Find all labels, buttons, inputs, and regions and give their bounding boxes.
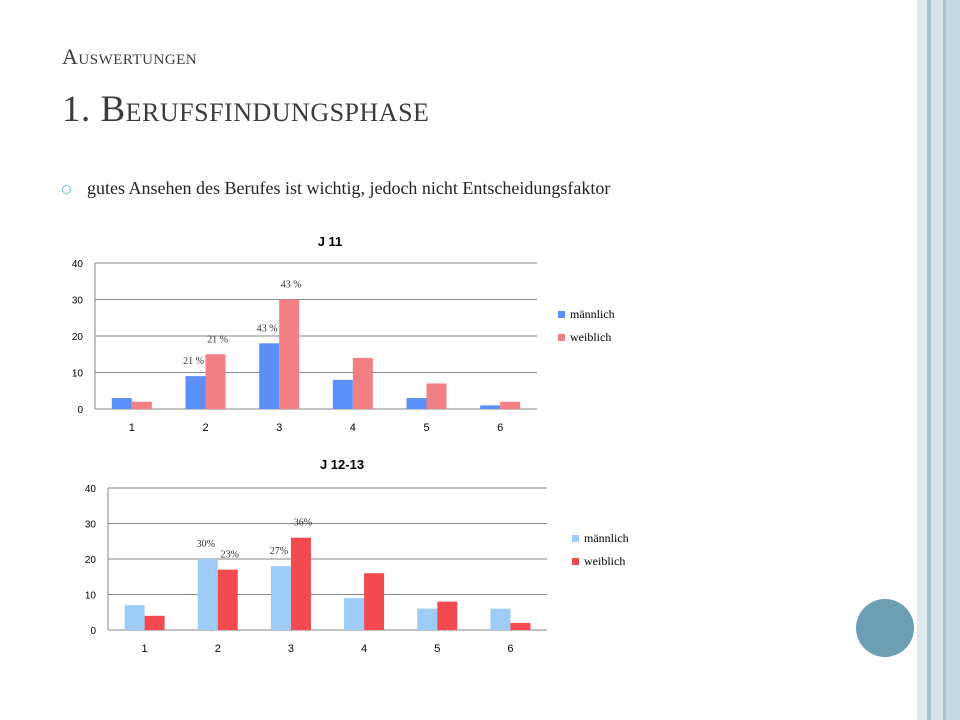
bullet-ring-icon xyxy=(62,185,71,194)
slide-subtitle: Auswertungen xyxy=(62,44,198,69)
j11-bar-maennlich-5 xyxy=(406,398,427,409)
j1213-xtick-label: 5 xyxy=(434,643,440,655)
j1213-data-label: 23% xyxy=(221,550,239,561)
j11-bar-weiblich-5 xyxy=(426,383,447,409)
j11-data-label: 21 % xyxy=(183,356,204,367)
j1213-xtick-label: 2 xyxy=(215,643,221,655)
j11-data-label: 43 % xyxy=(281,280,302,291)
j1213-data-label: 30% xyxy=(197,539,215,550)
j11-ytick-label: 40 xyxy=(72,259,84,270)
j1213-legend-label: männlich xyxy=(584,531,629,545)
j1213-bar-weiblich-2 xyxy=(217,569,238,630)
decor-band-3 xyxy=(931,0,943,720)
j11-bar-maennlich-6 xyxy=(480,405,501,409)
j11-xtick-label: 6 xyxy=(497,422,503,434)
j11-xtick-label: 3 xyxy=(276,422,282,434)
j11-ytick-label: 30 xyxy=(72,296,84,307)
j11-ytick-label: 10 xyxy=(72,369,84,380)
j11-data-label: 43 % xyxy=(257,323,278,334)
j11-xtick-label: 2 xyxy=(202,422,208,434)
j1213-ytick-label: 40 xyxy=(85,484,97,495)
j1213-legend-swatch xyxy=(572,558,579,565)
j1213-bar-weiblich-1 xyxy=(144,615,165,630)
j1213-xtick-label: 3 xyxy=(288,643,294,655)
j11-bar-maennlich-2 xyxy=(185,376,206,409)
j11-bar-weiblich-4 xyxy=(352,357,373,409)
decor-band-2 xyxy=(927,0,931,720)
j11-xtick-label: 4 xyxy=(350,422,356,434)
decor-band-4 xyxy=(943,0,946,720)
j1213-data-label: 27% xyxy=(270,546,288,557)
j11-xtick-label: 5 xyxy=(423,422,429,434)
j11-bar-weiblich-6 xyxy=(500,401,521,409)
j11-legend-label: weiblich xyxy=(570,330,611,344)
j11-bar-maennlich-4 xyxy=(332,379,353,409)
decor-band-5 xyxy=(946,0,960,720)
j1213-title: J 12-13 xyxy=(320,457,364,472)
j11-ytick-label: 20 xyxy=(72,332,84,343)
j1213-ytick-label: 30 xyxy=(85,520,97,531)
j1213-bar-weiblich-4 xyxy=(364,573,385,630)
j11-legend-label: männlich xyxy=(570,307,615,321)
j1213-data-label: 36% xyxy=(294,518,312,529)
bullet-text: gutes Ansehen des Berufes ist wichtig, j… xyxy=(87,178,611,198)
j1213-bar-maennlich-6 xyxy=(490,608,511,630)
j1213-xtick-label: 4 xyxy=(361,643,367,655)
j11-bar-maennlich-3 xyxy=(259,343,280,409)
j1213-ytick-label: 10 xyxy=(85,591,97,602)
decor-band-1 xyxy=(917,0,927,720)
j11-bar-weiblich-1 xyxy=(131,401,152,409)
j11-legend-swatch xyxy=(558,334,565,341)
j11-data-label: 21 % xyxy=(207,334,228,345)
bullet-item: gutes Ansehen des Berufes ist wichtig, j… xyxy=(62,178,610,199)
j1213-bar-maennlich-4 xyxy=(344,598,365,630)
j1213-bar-maennlich-2 xyxy=(197,559,218,630)
j1213-ytick-label: 0 xyxy=(90,626,96,637)
j11-ytick-label: 0 xyxy=(77,405,83,416)
j1213-bar-maennlich-3 xyxy=(270,566,291,630)
j11-title: J 11 xyxy=(318,234,343,249)
decor-circle xyxy=(856,599,914,657)
j1213-bar-weiblich-5 xyxy=(437,601,458,630)
j1213-xtick-label: 6 xyxy=(507,643,513,655)
j1213-bar-maennlich-1 xyxy=(124,605,145,630)
j1213-xtick-label: 1 xyxy=(142,643,148,655)
slide-title: 1. Berufsfindungsphase xyxy=(62,89,430,130)
j1213-legend-swatch xyxy=(572,535,579,542)
j11-xtick-label: 1 xyxy=(129,422,135,434)
j1213-ytick-label: 20 xyxy=(85,555,97,566)
j11-legend-swatch xyxy=(558,311,565,318)
j1213-legend-label: weiblich xyxy=(584,554,625,568)
j11-bar-weiblich-3 xyxy=(279,299,300,409)
j1213-bar-weiblich-3 xyxy=(290,537,311,630)
j11-bar-maennlich-1 xyxy=(111,398,132,409)
j1213-bar-weiblich-6 xyxy=(510,622,531,630)
j11-bar-weiblich-2 xyxy=(205,354,226,409)
j1213-bar-maennlich-5 xyxy=(417,608,438,630)
